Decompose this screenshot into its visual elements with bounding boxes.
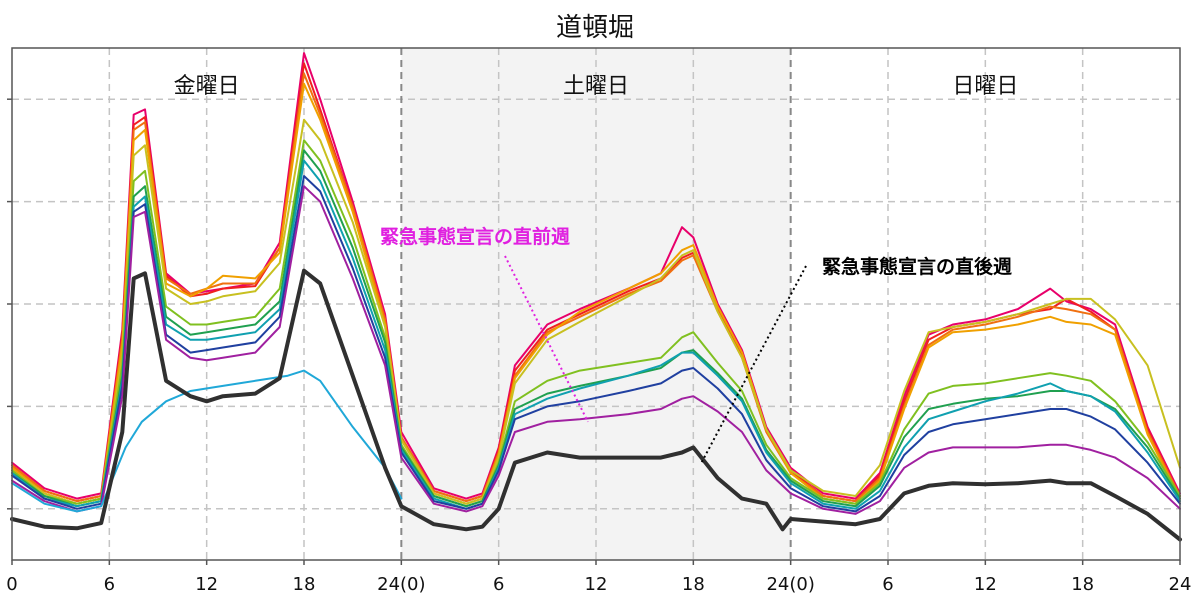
series-line-10 — [11, 185, 1181, 515]
day-label: 日曜日 — [952, 74, 1018, 99]
series-line-8 — [11, 159, 1181, 510]
day-label: 土曜日 — [563, 74, 629, 99]
x-tick-label: 18 — [1071, 574, 1094, 595]
series-line-3 — [11, 72, 1181, 503]
annotation-before-week: 緊急事態宣言の直前週 — [380, 225, 570, 248]
x-tick-label: 18 — [682, 574, 705, 595]
x-tick-label: 6 — [493, 574, 504, 595]
annotation-after-week: 緊急事態宣言の直後週 — [822, 255, 1012, 278]
series-line-7 — [11, 149, 1181, 508]
series-line-12 — [10, 268, 1182, 542]
series-line-4 — [11, 82, 1181, 505]
series-line-5 — [11, 118, 1181, 505]
x-tick-label: 6 — [104, 574, 115, 595]
annotation-after-pointer — [700, 265, 807, 464]
x-tick-label: 0 — [6, 574, 17, 595]
x-tick-label: 12 — [585, 574, 608, 595]
x-tick-label: 24 — [1169, 574, 1192, 595]
series-line-1 — [11, 52, 1181, 500]
x-tick-label: 24(0) — [766, 574, 814, 595]
x-tick-label: 12 — [195, 574, 218, 595]
annotation-before-pointer — [504, 255, 589, 423]
chart-title: 道頓堀 — [556, 13, 634, 43]
x-tick-label: 12 — [974, 574, 997, 595]
series-line-9 — [11, 175, 1181, 513]
series-line-6 — [11, 139, 1181, 508]
x-tick-label: 6 — [882, 574, 893, 595]
day-label: 金曜日 — [174, 74, 240, 99]
series-line-11 — [11, 369, 403, 513]
x-tick-label: 18 — [293, 574, 316, 595]
x-tick-label: 24(0) — [377, 574, 425, 595]
